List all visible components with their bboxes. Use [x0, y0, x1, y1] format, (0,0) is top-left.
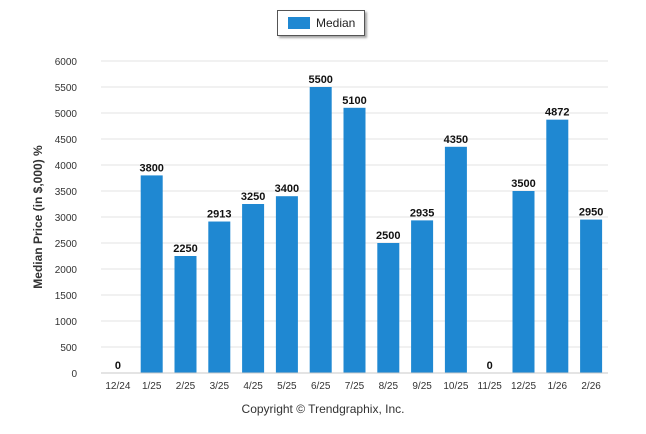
x-tick-label: 5/25	[277, 381, 297, 392]
data-label: 2500	[376, 230, 400, 242]
legend-label: Median	[316, 16, 356, 30]
y-tick-label: 3000	[55, 213, 78, 224]
y-tick-label: 5000	[55, 109, 78, 120]
x-tick-label: 3/25	[210, 381, 230, 392]
bar	[377, 243, 400, 373]
bar	[309, 87, 332, 373]
y-tick-label: 4000	[55, 161, 78, 172]
y-tick-label: 5500	[55, 83, 78, 94]
data-label: 3250	[241, 191, 265, 203]
copyright-text: Copyright © Trendgraphix, Inc.	[241, 402, 405, 416]
x-tick-label: 4/25	[243, 381, 263, 392]
data-label: 0	[115, 360, 121, 372]
y-tick-label: 4500	[55, 135, 78, 146]
y-tick-label: 2500	[55, 239, 78, 250]
x-tick-label: 1/26	[548, 381, 568, 392]
data-label: 4872	[545, 107, 569, 119]
y-axis-label: Median Price (in $,000) %	[31, 145, 45, 289]
data-label: 3800	[139, 162, 163, 174]
y-tick-label: 3500	[55, 187, 78, 198]
x-tick-label: 2/26	[581, 381, 601, 392]
y-tick-label: 2000	[55, 265, 78, 276]
y-tick-label: 1500	[55, 291, 78, 302]
data-label: 3400	[275, 183, 299, 195]
chart-legend: Median	[277, 10, 365, 36]
bar	[275, 196, 298, 373]
data-label: 2250	[173, 243, 197, 255]
data-label: 4350	[444, 134, 468, 146]
x-tick-label: 6/25	[311, 381, 331, 392]
x-tick-label: 2/25	[176, 381, 196, 392]
data-label: 2913	[207, 209, 231, 221]
data-label: 5100	[342, 95, 366, 107]
data-label: 3500	[511, 178, 535, 190]
data-label: 2935	[410, 207, 434, 219]
bar	[343, 107, 366, 374]
legend-swatch	[288, 17, 310, 29]
bar	[512, 191, 535, 373]
x-tick-label: 12/24	[105, 381, 130, 392]
data-label: 5500	[308, 74, 332, 86]
x-tick-label: 8/25	[379, 381, 399, 392]
bar	[174, 256, 197, 373]
x-tick-label: 7/25	[345, 381, 365, 392]
bar	[140, 175, 163, 373]
data-label: 0	[487, 360, 493, 372]
x-tick-label: 1/25	[142, 381, 162, 392]
bar	[444, 146, 467, 373]
bar	[546, 119, 569, 373]
bar	[242, 204, 265, 373]
x-tick-label: 9/25	[412, 381, 432, 392]
x-tick-label: 11/25	[478, 381, 503, 392]
x-tick-label: 10/25	[443, 381, 468, 392]
y-tick-label: 1000	[55, 317, 78, 328]
bar	[580, 219, 603, 373]
bar	[411, 220, 434, 373]
y-tick-label: 500	[60, 343, 77, 354]
bar	[208, 221, 231, 373]
y-tick-label: 6000	[55, 57, 78, 68]
data-label: 2950	[579, 207, 603, 219]
y-tick-label: 0	[71, 369, 77, 380]
x-tick-label: 12/25	[511, 381, 536, 392]
